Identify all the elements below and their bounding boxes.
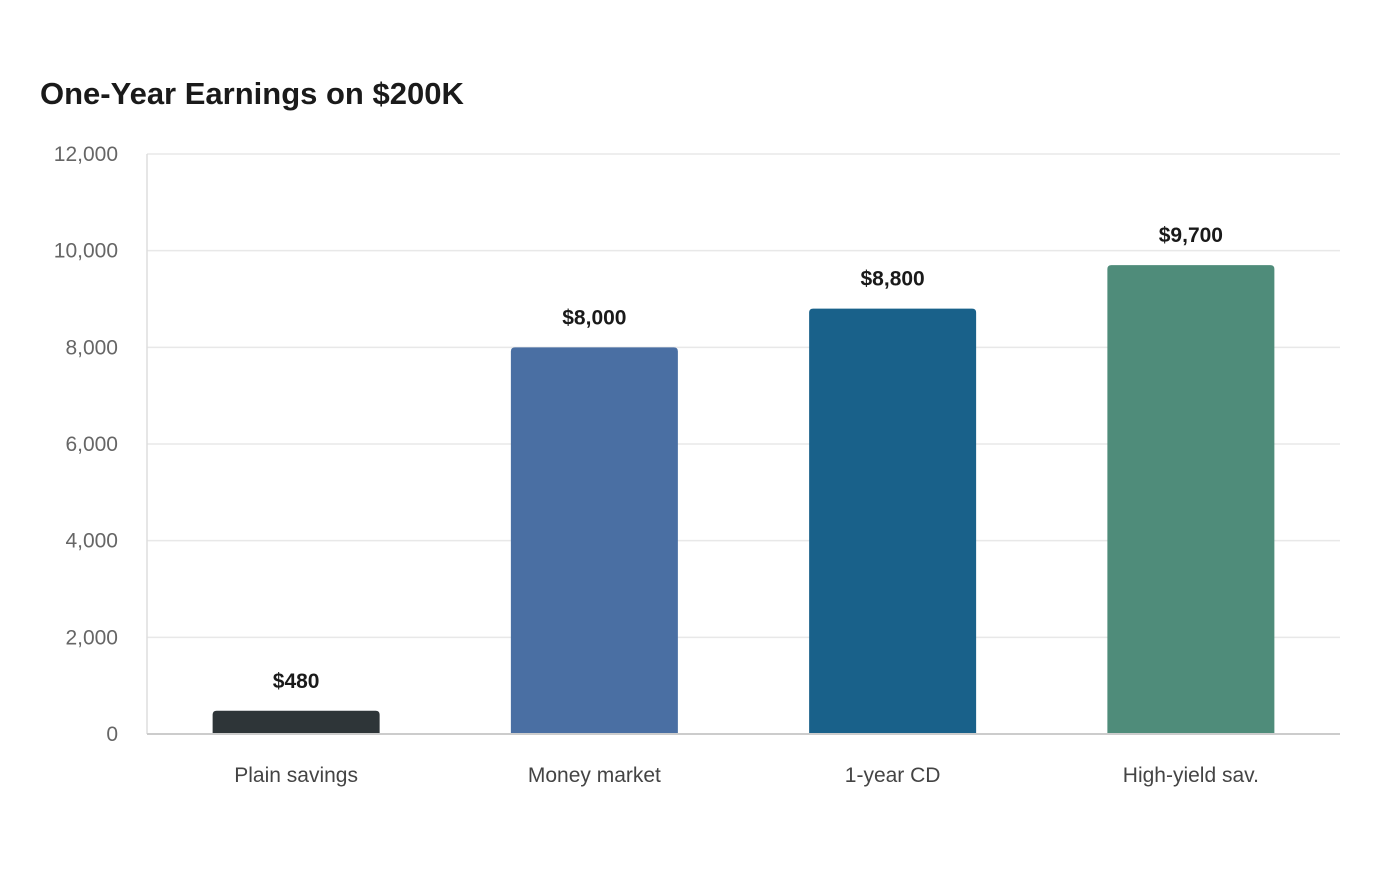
data-label: $9,700 (1159, 224, 1223, 247)
x-tick-label: Money market (528, 764, 661, 787)
y-tick-label: 8,000 (65, 336, 118, 359)
bar (809, 308, 977, 734)
y-tick-label: 0 (106, 723, 118, 746)
bar (212, 710, 380, 734)
data-label: $8,800 (861, 268, 925, 291)
data-label: $480 (273, 670, 320, 693)
y-tick-label: 4,000 (65, 530, 118, 553)
x-tick-label: High-yield sav. (1123, 764, 1259, 787)
x-tick-label: 1-year CD (845, 764, 941, 787)
y-tick-label: 6,000 (65, 433, 118, 456)
y-tick-label: 2,000 (65, 626, 118, 649)
x-tick-label: Plain savings (234, 764, 358, 787)
bar (510, 347, 678, 734)
y-tick-label: 10,000 (54, 240, 118, 263)
chart-title: One-Year Earnings on $200K (40, 76, 464, 111)
bar (1107, 265, 1275, 734)
y-tick-label: 12,000 (54, 143, 118, 166)
data-label: $8,000 (562, 306, 626, 329)
